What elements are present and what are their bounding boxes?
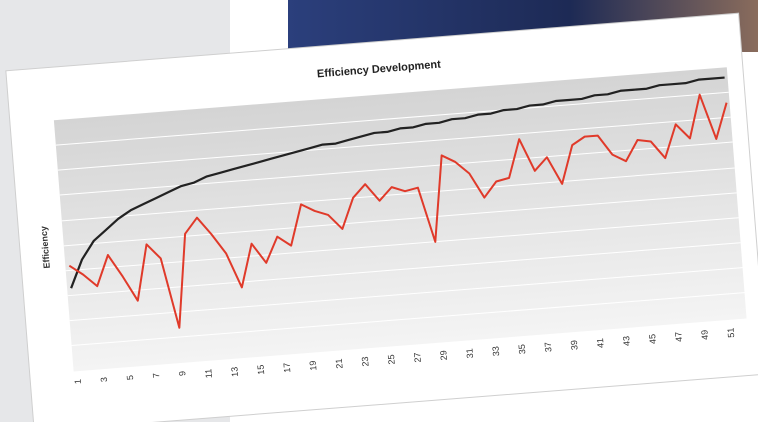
grid-line (55, 91, 729, 146)
x-tick-label: 1 (73, 379, 83, 385)
x-tick-label: 23 (360, 356, 371, 367)
x-tick-label: 17 (282, 362, 293, 373)
x-tick-label: 45 (647, 334, 658, 345)
grid (55, 91, 745, 347)
x-tick-label: 27 (412, 352, 423, 363)
x-tick-label: 15 (255, 364, 266, 375)
x-tick-label: 29 (438, 350, 449, 361)
x-tick-label: 37 (543, 342, 554, 353)
grid-line (61, 167, 735, 222)
x-tick-label: 7 (151, 373, 161, 379)
x-tick-label: 51 (726, 327, 737, 338)
x-tick-label: 41 (595, 338, 606, 349)
x-tick-label: 19 (308, 360, 319, 371)
x-tick-label: 33 (491, 346, 502, 357)
grid-line (63, 192, 737, 247)
x-tick-label: 13 (229, 366, 240, 377)
x-tick-label: 21 (334, 358, 345, 369)
x-tick-label: 43 (621, 336, 632, 347)
grid-line (57, 116, 731, 171)
x-tick-label: 25 (386, 354, 397, 365)
grid-line (65, 217, 739, 272)
x-tick-label: 5 (125, 375, 135, 381)
grid-line (69, 267, 743, 322)
series-line (70, 76, 725, 289)
grid-line (59, 141, 733, 196)
x-tick-label: 11 (203, 368, 214, 378)
x-tick-label: 47 (673, 331, 684, 342)
x-tick-label: 49 (699, 329, 710, 340)
x-tick-label: 35 (517, 344, 528, 355)
x-tick-label: 31 (464, 348, 475, 359)
grid-line (67, 242, 741, 297)
series-line (68, 93, 728, 329)
x-tick-label: 3 (99, 377, 109, 383)
x-tick-label: 9 (177, 371, 187, 377)
x-tick-label: 39 (569, 340, 580, 351)
grid-line (71, 292, 745, 347)
y-axis-label: Efficiency (39, 226, 52, 269)
